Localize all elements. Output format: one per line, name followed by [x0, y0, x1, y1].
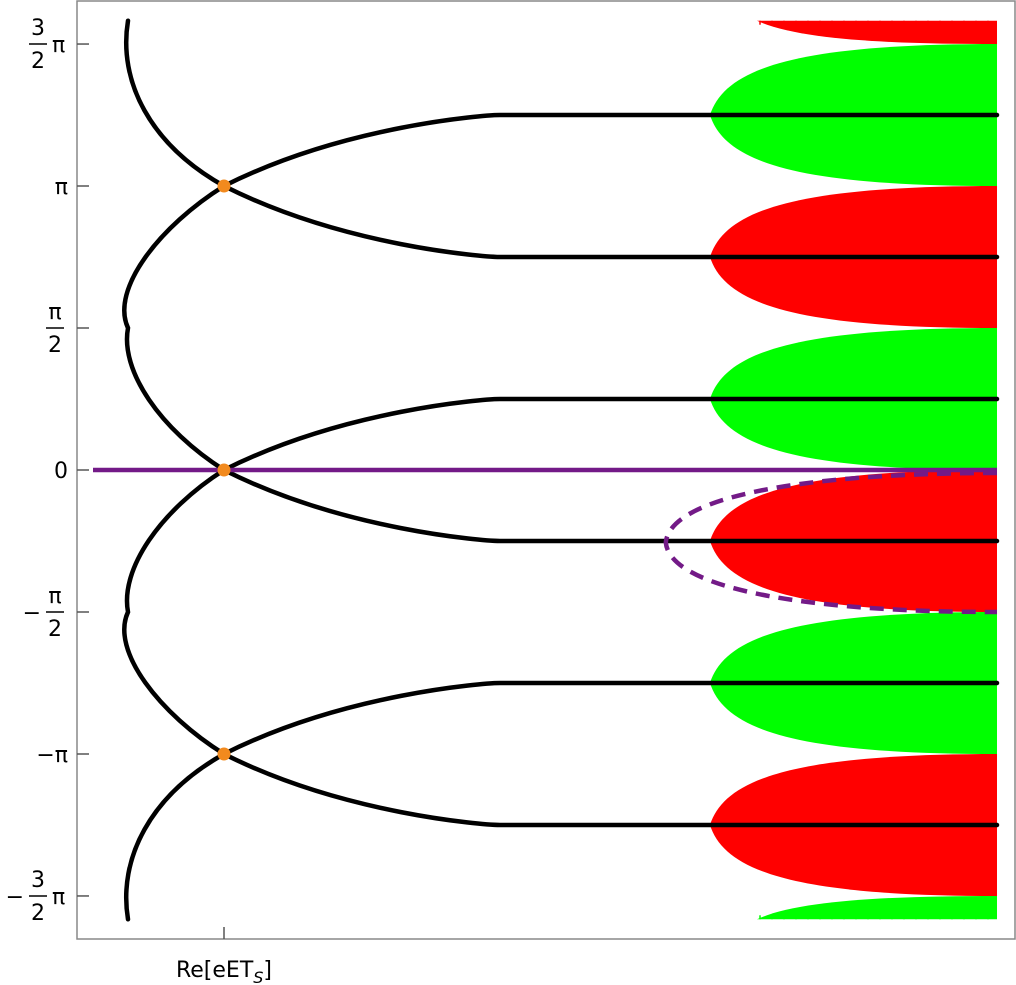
y-tick-denominator: 2: [31, 49, 45, 74]
y-tick-numerator: 3: [31, 868, 45, 893]
contour-branch: [221, 396, 1000, 473]
y-tick-label: 0: [54, 459, 68, 484]
contour-branch: [221, 680, 1000, 757]
y-tick-denominator: 2: [48, 333, 62, 358]
saddle-point: [217, 179, 231, 193]
region-green: [757, 895, 997, 920]
x-axis-label-sub: S: [253, 968, 263, 985]
y-tick-pi: π: [52, 33, 65, 58]
y-tick-numerator: 3: [31, 16, 45, 41]
y-tick-sign: −: [6, 885, 24, 910]
y-tick-pi: π: [52, 885, 65, 910]
region-red: [757, 20, 997, 45]
x-axis-label-close: ]: [263, 958, 272, 983]
x-axis: Re[eETS]: [176, 927, 272, 985]
contour-branch: [221, 467, 1000, 544]
y-tick-denominator: 2: [48, 617, 62, 642]
y-tick-label: π: [55, 175, 68, 200]
curve-group: [122, 18, 1000, 922]
saddle-point: [217, 747, 231, 761]
contour-branch: [221, 751, 1000, 828]
contour-branch: [221, 112, 1000, 189]
x-axis-label: Re[eETS]: [176, 958, 272, 985]
saddle-point-group: [217, 179, 231, 761]
purple-group: [93, 467, 998, 615]
y-tick-label: −π: [36, 743, 68, 768]
x-axis-label-main: Re[eET: [176, 958, 254, 983]
y-tick-numerator: π: [48, 300, 61, 325]
contour-branch: [221, 183, 1000, 260]
y-tick-denominator: 2: [31, 901, 45, 926]
y-tick-numerator: π: [48, 584, 61, 609]
purple-dashed-contour: [663, 470, 998, 615]
y-tick-sign: −: [23, 601, 41, 626]
saddle-point: [217, 463, 231, 477]
